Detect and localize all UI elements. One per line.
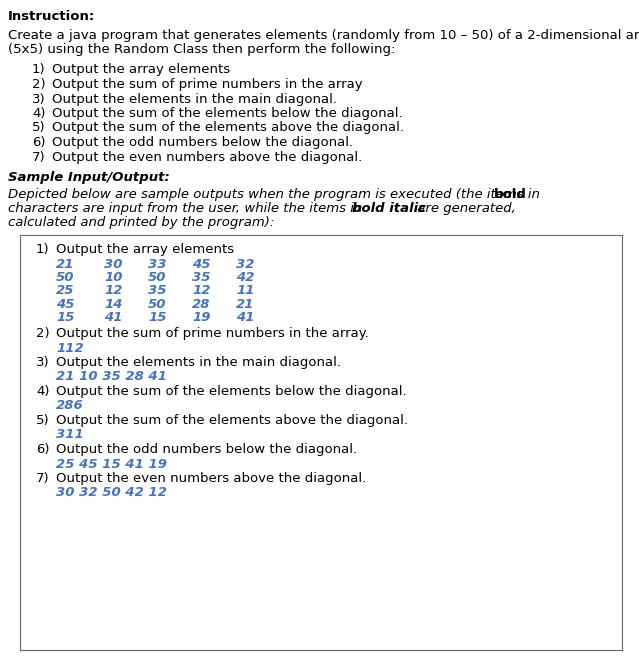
Text: 19: 19 <box>192 311 210 324</box>
Text: 1): 1) <box>36 243 50 256</box>
Text: 4): 4) <box>32 107 45 120</box>
Text: Output the array elements: Output the array elements <box>52 64 230 76</box>
Text: 30 32 50 42 12: 30 32 50 42 12 <box>56 486 167 499</box>
Text: 50: 50 <box>148 271 167 284</box>
Text: Sample Input/Output:: Sample Input/Output: <box>8 171 170 184</box>
Text: 21: 21 <box>56 257 75 270</box>
Text: 286: 286 <box>56 399 84 413</box>
Text: Create a java program that generates elements (randomly from 10 – 50) of a 2-dim: Create a java program that generates ele… <box>8 28 639 41</box>
Text: 4): 4) <box>36 385 49 398</box>
Text: 50: 50 <box>148 298 167 311</box>
Text: 41: 41 <box>104 311 123 324</box>
Text: 45: 45 <box>56 298 75 311</box>
Text: bold italic: bold italic <box>352 202 426 215</box>
Text: Output the even numbers above the diagonal.: Output the even numbers above the diagon… <box>56 472 366 485</box>
Text: Output the sum of the elements above the diagonal.: Output the sum of the elements above the… <box>52 122 404 134</box>
Text: 112: 112 <box>56 342 84 355</box>
Text: 10: 10 <box>104 271 123 284</box>
Text: (5x5) using the Random Class then perform the following:: (5x5) using the Random Class then perfor… <box>8 43 396 56</box>
Text: 25: 25 <box>56 284 75 297</box>
Text: 42: 42 <box>236 271 254 284</box>
Text: 7): 7) <box>32 151 45 163</box>
Text: Depicted below are sample outputs when the program is executed (the items in: Depicted below are sample outputs when t… <box>8 188 544 201</box>
Text: 6): 6) <box>36 443 49 456</box>
Text: 6): 6) <box>32 136 45 149</box>
Text: 5): 5) <box>36 414 50 427</box>
Text: Output the odd numbers below the diagonal.: Output the odd numbers below the diagona… <box>56 443 357 456</box>
Text: Output the even numbers above the diagonal.: Output the even numbers above the diagon… <box>52 151 362 163</box>
Text: characters are input from the user, while the items in: characters are input from the user, whil… <box>8 202 367 215</box>
Text: bold: bold <box>494 188 527 201</box>
Text: Output the odd numbers below the diagonal.: Output the odd numbers below the diagona… <box>52 136 353 149</box>
Text: 32: 32 <box>236 257 254 270</box>
Text: Output the sum of the elements below the diagonal.: Output the sum of the elements below the… <box>56 385 406 398</box>
Text: 21 10 35 28 41: 21 10 35 28 41 <box>56 370 167 384</box>
Text: 2): 2) <box>36 327 50 340</box>
Text: 311: 311 <box>56 428 84 442</box>
Text: are generated,: are generated, <box>413 202 516 215</box>
Text: 12: 12 <box>104 284 123 297</box>
Text: 35: 35 <box>148 284 167 297</box>
Text: Output the sum of prime numbers in the array: Output the sum of prime numbers in the a… <box>52 78 362 91</box>
Text: 25 45 15 41 19: 25 45 15 41 19 <box>56 457 167 470</box>
Text: 45: 45 <box>192 257 210 270</box>
Text: 12: 12 <box>192 284 210 297</box>
Text: 33: 33 <box>148 257 167 270</box>
Text: Instruction:: Instruction: <box>8 10 95 23</box>
Text: 14: 14 <box>104 298 123 311</box>
Text: Output the sum of prime numbers in the array.: Output the sum of prime numbers in the a… <box>56 327 369 340</box>
Text: 15: 15 <box>56 311 75 324</box>
Text: 1): 1) <box>32 64 45 76</box>
Text: 15: 15 <box>148 311 167 324</box>
Text: 30: 30 <box>104 257 123 270</box>
Text: 35: 35 <box>192 271 210 284</box>
Text: 5): 5) <box>32 122 45 134</box>
Text: calculated and printed by the program):: calculated and printed by the program): <box>8 216 274 230</box>
Text: 28: 28 <box>192 298 210 311</box>
Text: 2): 2) <box>32 78 45 91</box>
Text: Output the elements in the main diagonal.: Output the elements in the main diagonal… <box>56 356 341 369</box>
Text: 3): 3) <box>36 356 50 369</box>
Text: 21: 21 <box>236 298 254 311</box>
Text: Output the sum of the elements above the diagonal.: Output the sum of the elements above the… <box>56 414 408 427</box>
Text: Output the elements in the main diagonal.: Output the elements in the main diagonal… <box>52 93 337 105</box>
Text: Output the sum of the elements below the diagonal.: Output the sum of the elements below the… <box>52 107 403 120</box>
Text: 7): 7) <box>36 472 50 485</box>
Text: Output the array elements: Output the array elements <box>56 243 234 256</box>
Text: 11: 11 <box>236 284 254 297</box>
Text: 3): 3) <box>32 93 45 105</box>
Text: 50: 50 <box>56 271 75 284</box>
Text: 41: 41 <box>236 311 254 324</box>
